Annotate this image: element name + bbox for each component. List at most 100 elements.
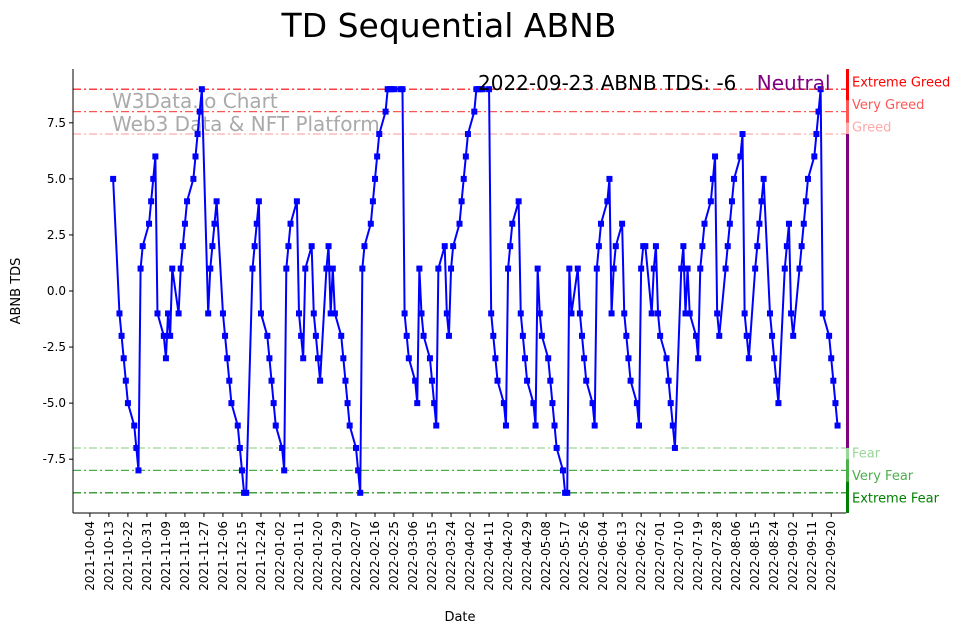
- data-point: [403, 332, 410, 339]
- data-point: [460, 175, 467, 182]
- x-tick-label: 2022-07-10: [672, 521, 686, 591]
- data-point: [405, 355, 412, 362]
- data-point: [589, 400, 596, 407]
- data-point: [342, 377, 349, 384]
- data-point: [150, 175, 157, 182]
- sentiment-band-6: [846, 481, 849, 513]
- data-point: [581, 355, 588, 362]
- x-tick-label: 2021-11-09: [159, 521, 173, 591]
- level-label-1: Very Greed: [852, 98, 924, 113]
- data-point: [549, 400, 556, 407]
- x-tick-label: 2022-09-02: [786, 521, 800, 591]
- x-tick-label: 2022-03-06: [406, 521, 420, 591]
- data-point: [192, 153, 199, 160]
- data-point: [312, 332, 319, 339]
- data-point: [798, 243, 805, 250]
- data-point: [682, 310, 689, 317]
- data-point: [739, 131, 746, 138]
- data-point: [804, 175, 811, 182]
- data-point: [329, 265, 336, 272]
- data-point: [488, 310, 495, 317]
- data-point: [243, 489, 250, 496]
- data-point: [536, 310, 543, 317]
- data-point: [598, 220, 605, 227]
- level-label-5: Extreme Fear: [852, 491, 940, 506]
- data-point: [340, 355, 347, 362]
- data-point: [648, 310, 655, 317]
- data-point: [120, 355, 127, 362]
- data-point: [226, 377, 233, 384]
- data-point: [441, 243, 448, 250]
- data-point: [177, 265, 184, 272]
- x-tick-label: 2021-12-24: [254, 521, 268, 591]
- data-point: [374, 153, 381, 160]
- x-tick-label: 2022-03-15: [425, 521, 439, 591]
- data-point: [790, 332, 797, 339]
- x-tick-label: 2022-07-01: [653, 521, 667, 591]
- data-point: [686, 310, 693, 317]
- data-point: [253, 220, 260, 227]
- data-point: [714, 310, 721, 317]
- data-point: [568, 310, 575, 317]
- x-tick-label: 2021-10-22: [121, 521, 135, 591]
- x-tick-label: 2022-09-20: [824, 521, 838, 591]
- data-point: [769, 332, 776, 339]
- data-point: [606, 175, 613, 182]
- data-point: [272, 422, 279, 429]
- data-point: [198, 86, 205, 93]
- data-point: [773, 377, 780, 384]
- data-point: [353, 444, 360, 451]
- data-point: [302, 265, 309, 272]
- sentiment-band-2: [846, 122, 849, 135]
- data-point: [638, 265, 645, 272]
- data-point: [426, 355, 433, 362]
- data-point: [391, 86, 398, 93]
- data-point: [502, 422, 509, 429]
- data-point: [534, 265, 541, 272]
- data-point: [576, 310, 583, 317]
- data-point: [800, 220, 807, 227]
- data-point: [293, 198, 300, 205]
- data-point: [815, 108, 822, 115]
- data-point: [760, 175, 767, 182]
- data-point: [796, 265, 803, 272]
- level-label-4: Very Fear: [852, 469, 914, 484]
- data-point: [314, 355, 321, 362]
- data-point: [775, 400, 782, 407]
- data-point: [181, 220, 188, 227]
- x-tick-label: 2022-02-07: [349, 521, 363, 591]
- data-point: [826, 332, 833, 339]
- data-point: [372, 175, 379, 182]
- data-point: [524, 377, 531, 384]
- data-point: [285, 243, 292, 250]
- data-point: [367, 220, 374, 227]
- data-point: [133, 444, 140, 451]
- data-point: [116, 310, 123, 317]
- data-point: [817, 86, 824, 93]
- data-point: [124, 400, 131, 407]
- data-point: [361, 243, 368, 250]
- data-point: [154, 310, 161, 317]
- data-point: [785, 220, 792, 227]
- level-label-3: Fear: [852, 446, 881, 461]
- data-point: [701, 220, 708, 227]
- data-point: [213, 198, 220, 205]
- data-point: [655, 310, 662, 317]
- data-point: [443, 310, 450, 317]
- data-point: [420, 332, 427, 339]
- data-point: [355, 467, 362, 474]
- data-point: [179, 243, 186, 250]
- data-point: [148, 198, 155, 205]
- data-point: [376, 131, 383, 138]
- data-point: [657, 332, 664, 339]
- data-point: [228, 400, 235, 407]
- data-point: [317, 377, 324, 384]
- x-tick-label: 2022-05-26: [577, 521, 591, 591]
- data-point: [435, 265, 442, 272]
- data-point: [724, 243, 731, 250]
- data-point: [671, 444, 678, 451]
- data-point: [652, 243, 659, 250]
- data-point: [517, 310, 524, 317]
- x-tick-label: 2022-08-06: [729, 521, 743, 591]
- data-point: [338, 332, 345, 339]
